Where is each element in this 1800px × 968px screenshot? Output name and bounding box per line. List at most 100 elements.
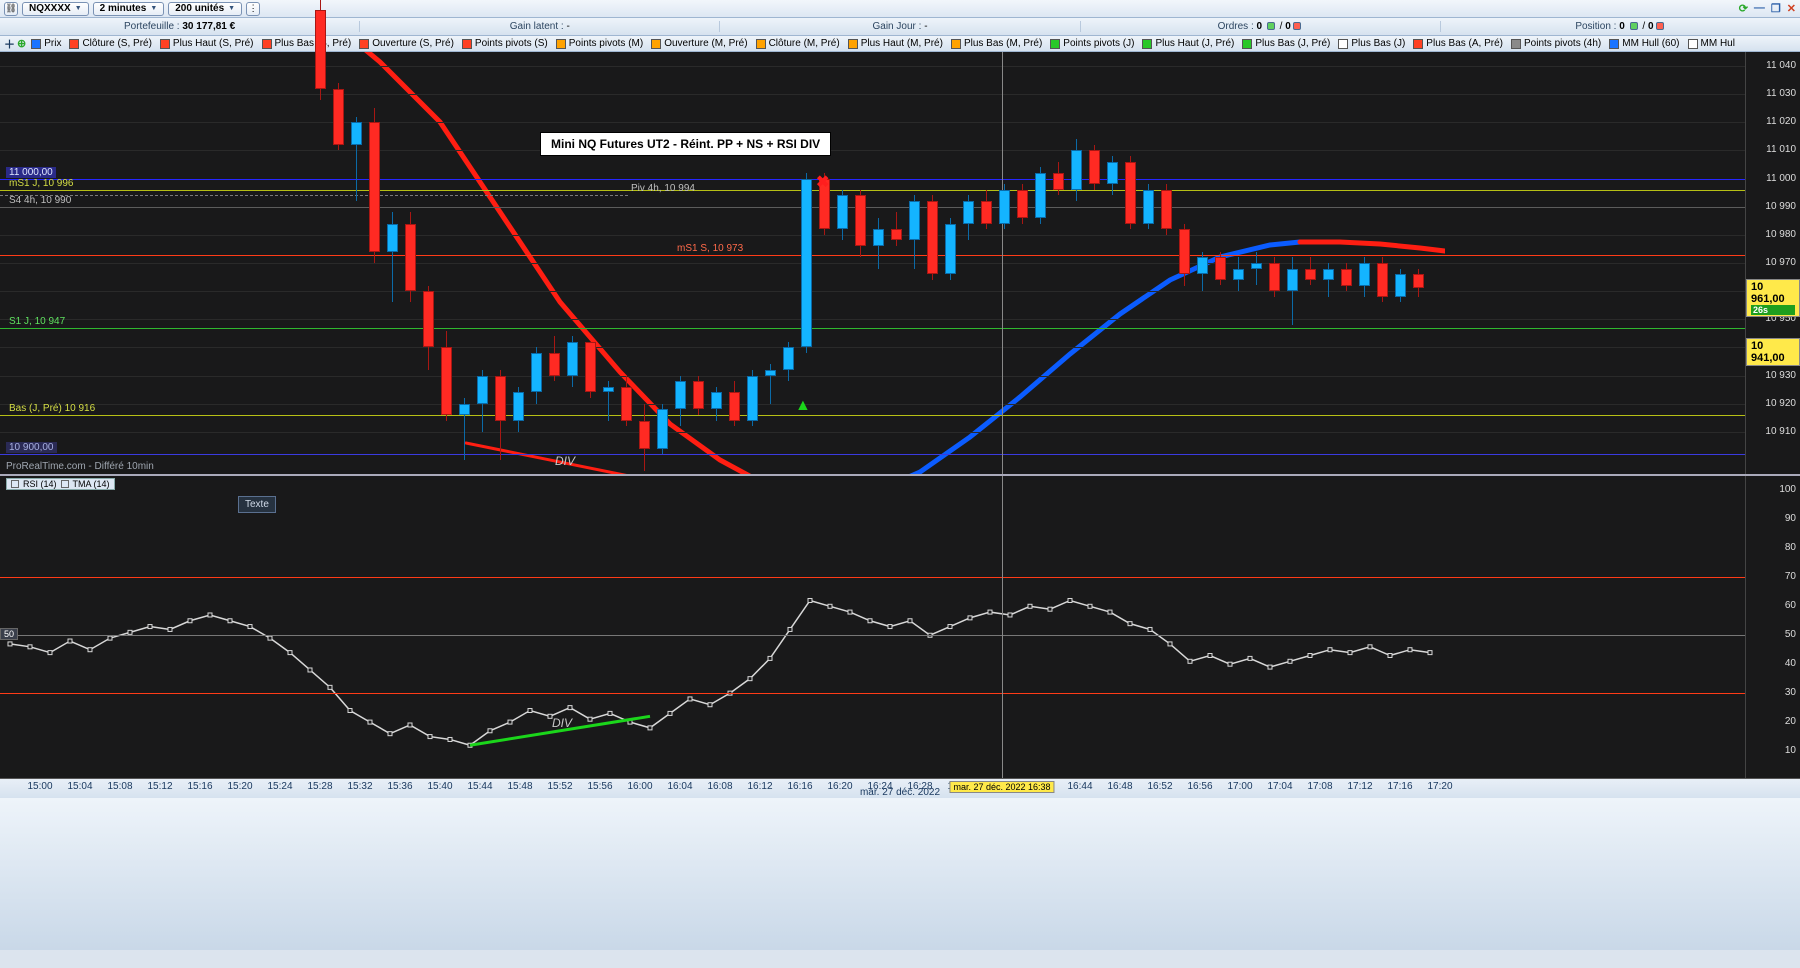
legend-item[interactable]: Plus Haut (M, Pré) bbox=[845, 38, 946, 49]
indicator-line bbox=[0, 207, 1745, 208]
legend-item[interactable]: Plus Bas (S, Pré) bbox=[259, 38, 355, 49]
rsi-legend[interactable]: RSI (14)TMA (14) bbox=[6, 478, 115, 490]
rsi-chart[interactable]: 100908070605040302010 RSI (14)TMA (14)Te… bbox=[0, 474, 1800, 778]
legend-swatch bbox=[359, 39, 369, 49]
rsi-tick-label: 90 bbox=[1785, 513, 1796, 524]
legend-item[interactable]: Points pivots (4h) bbox=[1508, 38, 1604, 49]
legend-item[interactable]: MM Hul bbox=[1685, 38, 1738, 49]
last-price-tag: 10 961,0026s bbox=[1746, 279, 1800, 317]
legend-item[interactable]: Clôture (M, Pré) bbox=[753, 38, 843, 49]
legend-item[interactable]: Points pivots (M) bbox=[553, 38, 646, 49]
legend-item[interactable]: Points pivots (S) bbox=[459, 38, 551, 49]
indicator-line bbox=[0, 328, 1745, 329]
legend-item[interactable]: Plus Haut (J, Pré) bbox=[1139, 38, 1237, 49]
y-tick-label: 11 030 bbox=[1766, 88, 1796, 99]
more-icon[interactable]: ⋮ bbox=[246, 2, 260, 16]
legend-label: Plus Haut (M, Pré) bbox=[861, 38, 943, 49]
rsi-band bbox=[0, 693, 1745, 694]
legend-swatch bbox=[462, 39, 472, 49]
legend-swatch bbox=[556, 39, 566, 49]
legend-item[interactable]: MM Hull (60) bbox=[1606, 38, 1682, 49]
legend-item[interactable]: Points pivots (J) bbox=[1047, 38, 1137, 49]
legend-swatch bbox=[1609, 39, 1619, 49]
gridline bbox=[0, 94, 1745, 95]
chevron-down-icon: ▼ bbox=[75, 5, 82, 12]
legend-label: Points pivots (J) bbox=[1063, 38, 1134, 49]
legend-item[interactable]: Clôture (S, Pré) bbox=[66, 38, 154, 49]
texte-button[interactable]: Texte bbox=[238, 496, 276, 513]
legend-item[interactable]: Plus Haut (S, Pré) bbox=[157, 38, 257, 49]
x-tick-label: 15:20 bbox=[227, 781, 252, 792]
legend-item[interactable]: Plus Bas (A, Pré) bbox=[1410, 38, 1506, 49]
gridline bbox=[0, 291, 1745, 292]
interval-value: 2 minutes bbox=[100, 3, 147, 14]
maximize-icon[interactable]: ❐ bbox=[1771, 2, 1781, 15]
add-indicator-icon-2[interactable]: ⊕ bbox=[17, 37, 26, 50]
sb-position: Position : 0 / 0 bbox=[1441, 21, 1800, 32]
rsi-50-tag: 50 bbox=[0, 628, 18, 640]
rsi-tick-label: 80 bbox=[1785, 542, 1796, 553]
interval-selector[interactable]: 2 minutes ▼ bbox=[93, 2, 165, 16]
square-green-icon[interactable] bbox=[1630, 22, 1638, 30]
legend-label: Clôture (S, Pré) bbox=[82, 38, 151, 49]
x-tick-label: 16:00 bbox=[627, 781, 652, 792]
square-green-icon[interactable] bbox=[1267, 22, 1275, 30]
legend-item[interactable]: Plus Bas (M, Pré) bbox=[948, 38, 1045, 49]
legend-swatch bbox=[756, 39, 766, 49]
x-tick-label: 16:20 bbox=[827, 781, 852, 792]
legend-label: Clôture (M, Pré) bbox=[769, 38, 840, 49]
legend-label: Plus Bas (M, Pré) bbox=[964, 38, 1042, 49]
legend-swatch bbox=[262, 39, 272, 49]
rsi-y-axis: 100908070605040302010 bbox=[1745, 476, 1800, 778]
units-selector[interactable]: 200 unités ▼ bbox=[168, 2, 242, 16]
legend-item[interactable]: Ouverture (S, Pré) bbox=[356, 38, 457, 49]
indicator-label: mS1 S, 10 973 bbox=[674, 243, 746, 254]
y-tick-label: 11 010 bbox=[1766, 144, 1796, 155]
symbol-selector[interactable]: NQXXXX ▼ bbox=[22, 2, 89, 16]
legend-swatch bbox=[1338, 39, 1348, 49]
close-icon[interactable]: ✕ bbox=[1787, 2, 1796, 15]
div-label: DIV bbox=[555, 454, 575, 468]
legend-swatch bbox=[31, 39, 41, 49]
indicator-line bbox=[0, 179, 1745, 180]
watermark: ProRealTime.com - Différé 10min bbox=[6, 461, 154, 472]
y-tick-label: 10 910 bbox=[1765, 426, 1796, 437]
indicator-line bbox=[0, 415, 1745, 416]
rsi-tick-label: 50 bbox=[1785, 629, 1796, 640]
rsi-svg bbox=[0, 476, 1445, 780]
chain-icon[interactable]: ⛓ bbox=[4, 2, 18, 16]
legend-swatch bbox=[69, 39, 79, 49]
legend-item[interactable]: Ouverture (M, Pré) bbox=[648, 38, 750, 49]
indicator-line bbox=[0, 190, 1745, 191]
x-tick-label: 16:04 bbox=[667, 781, 692, 792]
up-arrow-marker: ▲ bbox=[795, 397, 811, 415]
time-cursor bbox=[1002, 476, 1003, 778]
legend-item[interactable]: Prix bbox=[28, 38, 64, 49]
minimize-icon[interactable]: — bbox=[1754, 2, 1765, 15]
legend-label: Plus Haut (J, Pré) bbox=[1155, 38, 1234, 49]
legend-item[interactable]: Plus Bas (J) bbox=[1335, 38, 1408, 49]
add-indicator-icon[interactable]: ＋ bbox=[4, 36, 15, 52]
sb-gain-latent: Gain latent : - bbox=[360, 21, 720, 32]
legend-swatch bbox=[1688, 39, 1698, 49]
price-chart[interactable]: 11 04011 03011 02011 01011 00010 99010 9… bbox=[0, 52, 1800, 474]
chevron-down-icon: ▼ bbox=[228, 5, 235, 12]
square-red-icon[interactable] bbox=[1293, 22, 1301, 30]
indicator-label: mS1 J, 10 996 bbox=[6, 178, 76, 189]
x-tick-label: 17:08 bbox=[1307, 781, 1332, 792]
legend-item[interactable]: Plus Bas (J, Pré) bbox=[1239, 38, 1333, 49]
square-red-icon[interactable] bbox=[1656, 22, 1664, 30]
chart-annotation[interactable]: Mini NQ Futures UT2 - Réint. PP + NS + R… bbox=[540, 132, 831, 156]
x-tick-label: 16:56 bbox=[1187, 781, 1212, 792]
chevron-down-icon: ▼ bbox=[150, 5, 157, 12]
x-tick-label: 15:08 bbox=[107, 781, 132, 792]
rsi-tick-label: 60 bbox=[1785, 600, 1796, 611]
rsi-band bbox=[0, 577, 1745, 578]
indicator-label: 10 900,00 bbox=[6, 442, 57, 453]
x-tick-label: 16:08 bbox=[707, 781, 732, 792]
indicator-line bbox=[0, 255, 1745, 256]
indicator-line bbox=[0, 454, 1745, 455]
refresh-icon[interactable]: ⟳ bbox=[1739, 2, 1748, 15]
x-tick-label: 16:16 bbox=[787, 781, 812, 792]
legend-label: Plus Bas (J, Pré) bbox=[1255, 38, 1330, 49]
